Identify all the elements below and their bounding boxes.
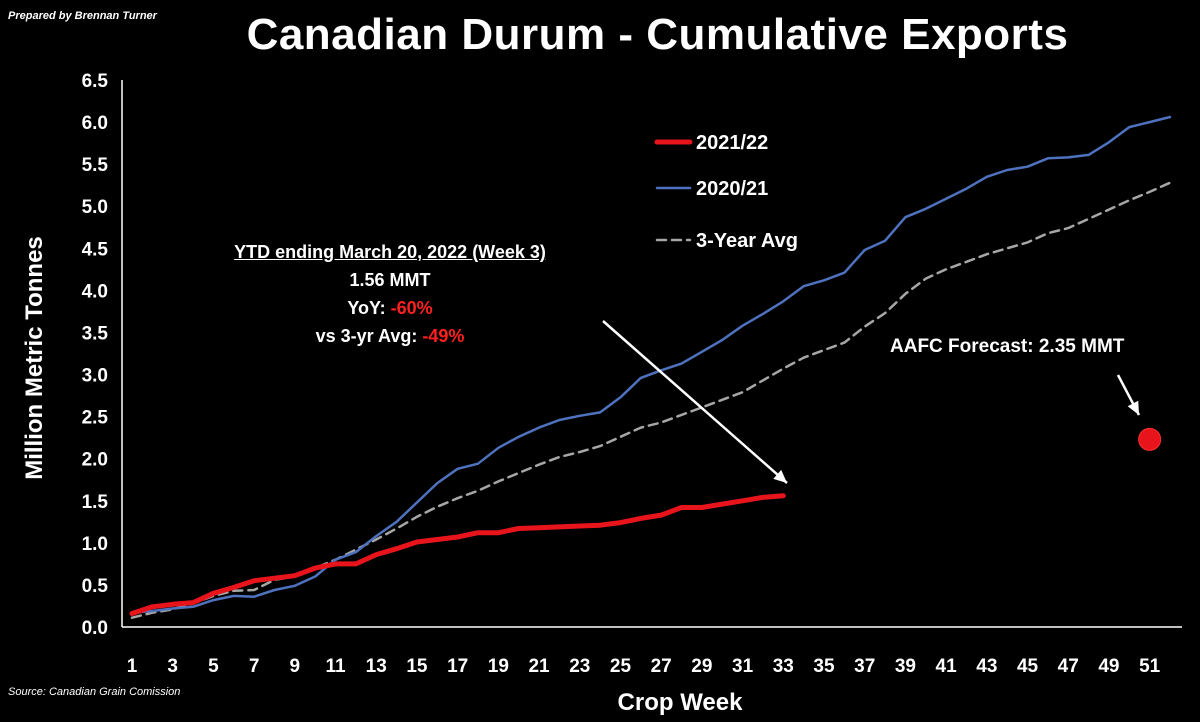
aafc-arrow-head [1127,400,1139,415]
x-tick-label: 19 [488,656,509,677]
x-tick-label: 5 [208,656,219,677]
x-tick-label: 31 [732,656,754,677]
ticks: 0.0 0.5 1.0 1.5 2.0 2.5 3.0 3.5 4.0 4.5 5.0 5.5 6.0 6… [82,71,1161,677]
x-tick-label: 35 [813,656,835,677]
yoy-value: -60% [390,298,433,318]
y-tick-label: 1.0 [82,534,108,555]
ytd-arrow-shaft [602,320,788,484]
y-tick-label: 6.5 [82,71,109,92]
y-tick-label: 2.0 [82,450,108,471]
y-axis-label: Million Metric Tonnes [21,236,48,480]
chart-title: Canadian Durum - Cumulative Exports [246,10,1069,59]
y-tick-label: 5.5 [82,155,109,176]
aafc-forecast-label: AAFC Forecast: 2.35 MMT [890,336,1125,357]
y-tick-label: 3.0 [82,366,108,387]
x-tick-label: 17 [447,656,468,677]
legend-label: 3-Year Avg [696,230,798,252]
y-tick-label: 5.0 [82,197,108,218]
x-tick-label: 33 [773,656,794,677]
y-tick-label: 1.5 [82,492,109,513]
x-tick-label: 25 [610,656,632,677]
y-tick-label: 0.5 [82,576,109,597]
series-layer [129,115,1172,619]
x-axis-label: Crop Week [618,689,744,716]
x-tick-label: 39 [895,656,916,677]
ytd-arrow-head [773,469,787,483]
x-tick-label: 23 [569,656,590,677]
ytd-value: 1.56 MMT [349,270,431,290]
credit-text: Prepared by Brennan Turner [8,10,157,22]
yoy-line: YoY: -60% [195,294,585,322]
x-tick-label: 49 [1098,656,1119,677]
y-tick-label: 4.0 [82,281,108,302]
series-line-2021-22 [129,493,786,616]
x-tick-label: 29 [691,656,712,677]
legend: 2021/22 2020/21 3-Year Avg [654,132,798,252]
legend-label: 2021/22 [696,132,768,154]
ytd-header: YTD ending March 20, 2022 (Week 3) [234,242,546,262]
x-tick-label: 15 [406,656,428,677]
x-tick-label: 3 [167,656,178,677]
x-tick-label: 45 [1017,656,1039,677]
y-tick-label: 3.5 [82,323,109,344]
y-tick-label: 6.0 [82,113,108,134]
x-tick-label: 9 [290,656,301,677]
arrows [602,320,1141,484]
x-tick-label: 13 [366,656,387,677]
yoy-label: YoY: [347,298,391,318]
x-tick-label: 47 [1058,656,1079,677]
x-tick-label: 1 [127,656,138,677]
x-tick-label: 27 [651,656,672,677]
y-tick-label: 2.5 [82,408,109,429]
avg-label: vs 3-yr Avg: [315,326,423,346]
x-tick-label: 43 [976,656,997,677]
aafc-forecast-point [1138,427,1162,451]
avg-line: vs 3-yr Avg: -49% [195,322,585,350]
x-tick-label: 11 [325,656,346,677]
y-tick-label: 0.0 [82,618,108,639]
x-tick-label: 7 [249,656,260,677]
x-tick-label: 51 [1139,656,1161,677]
x-tick-label: 37 [854,656,875,677]
series-line-2020-21 [130,115,1172,614]
source-text: Source: Canadian Grain Comission [8,686,181,698]
x-tick-label: 41 [936,656,958,677]
avg-value: -49% [422,326,465,346]
legend-label: 2020/21 [696,178,768,200]
ytd-annotation: YTD ending March 20, 2022 (Week 3) 1.56 … [195,238,585,350]
y-tick-label: 4.5 [82,239,109,260]
x-tick-label: 21 [528,656,550,677]
axes [121,80,1182,628]
